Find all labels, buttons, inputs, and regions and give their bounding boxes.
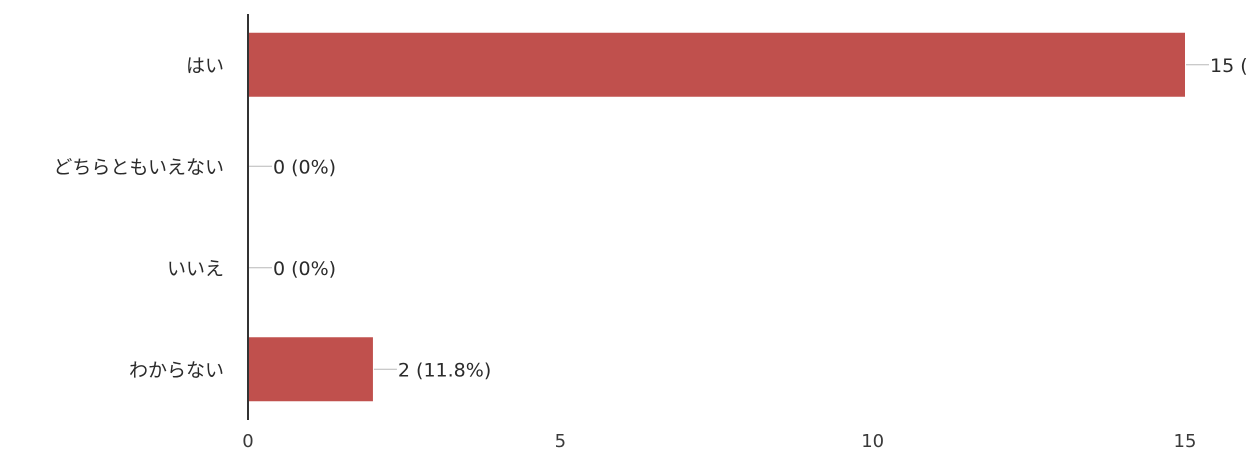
bar-0 (248, 32, 1185, 97)
data-label-0: 15 ( (1210, 55, 1248, 77)
x-tick-label-3: 15 (1174, 431, 1197, 452)
leader-lines-group (249, 64, 1209, 370)
bar-3 (248, 337, 373, 402)
x-tick-label-2: 10 (861, 431, 884, 452)
data-label-1: 0 (0%) (273, 156, 336, 178)
category-label-3: わからない (129, 359, 224, 381)
category-label-2: いいえ (167, 258, 224, 280)
x-tick-labels-group: 0 5 10 15 (242, 431, 1196, 452)
bars-group (248, 32, 1185, 402)
data-label-3: 2 (11.8%) (398, 359, 491, 381)
x-tick-label-0: 0 (242, 431, 253, 452)
category-label-1: どちらともいえない (53, 156, 224, 178)
x-tick-label-1: 5 (555, 431, 566, 452)
data-labels-group: 15 ( 0 (0%) 0 (0%) 2 (11.8%) (273, 55, 1248, 382)
category-label-0: はい (186, 55, 224, 77)
data-label-2: 0 (0%) (273, 258, 336, 280)
